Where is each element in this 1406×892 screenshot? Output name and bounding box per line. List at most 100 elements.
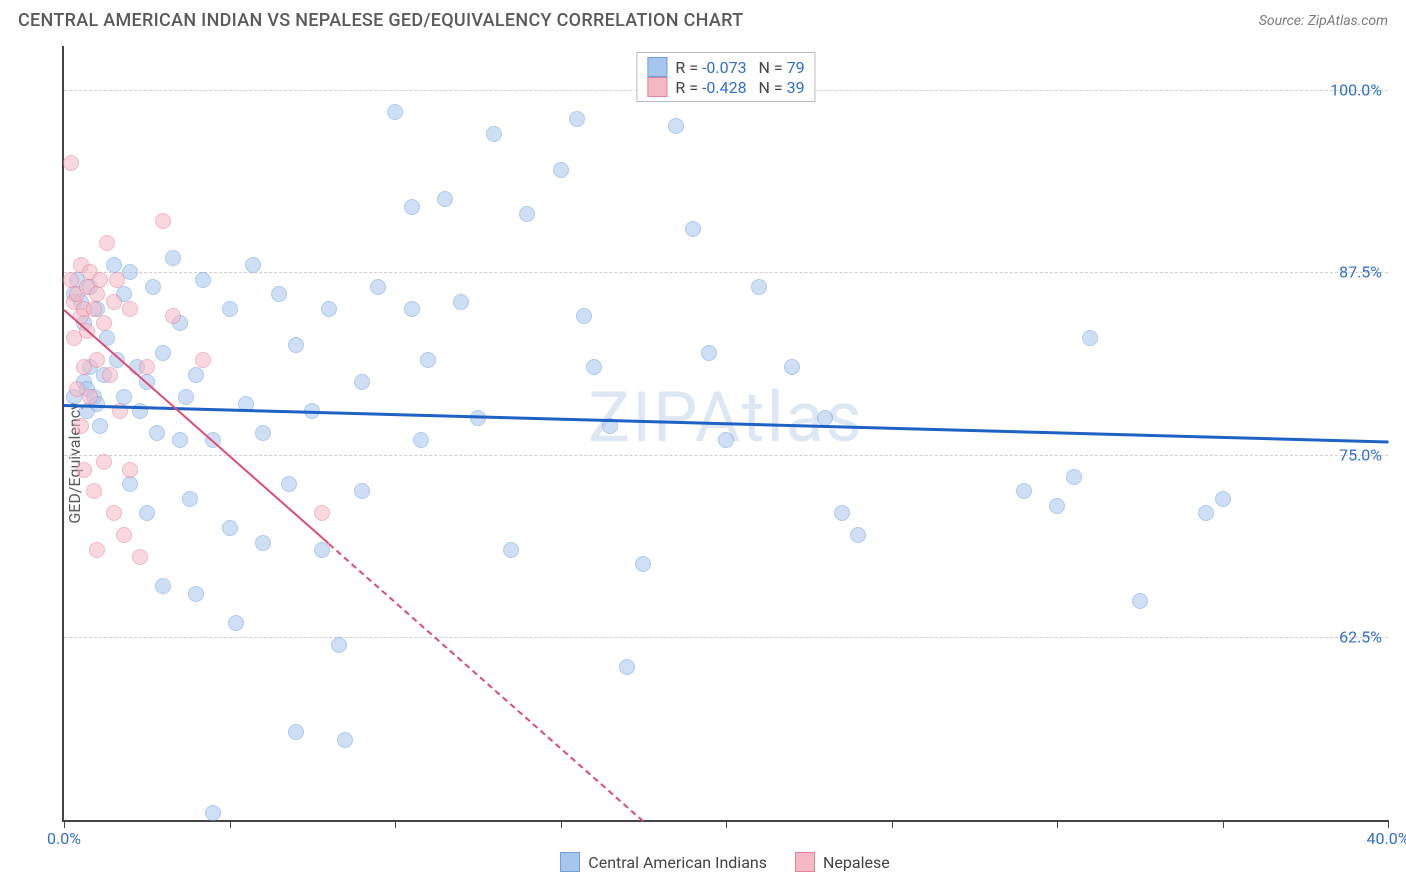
- data-point: [205, 805, 221, 821]
- chart-container: GED/Equivalency ZIPAtlas R = -0.073 N = …: [18, 46, 1388, 880]
- gridline: [64, 272, 1388, 273]
- x-tick-mark: [64, 820, 65, 828]
- data-point: [288, 337, 304, 353]
- data-point: [404, 199, 420, 215]
- data-point: [685, 221, 701, 237]
- data-point: [116, 527, 132, 543]
- data-point: [850, 527, 866, 543]
- data-point: [576, 308, 592, 324]
- data-point: [1132, 593, 1148, 609]
- legend-item: Central American Indians: [560, 852, 767, 872]
- data-point: [1082, 330, 1098, 346]
- legend-stats: R = -0.428 N = 39: [675, 78, 804, 97]
- data-point: [63, 155, 79, 171]
- legend-label: Nepalese: [823, 853, 890, 872]
- legend-label: Central American Indians: [588, 853, 767, 872]
- x-tick-mark: [1223, 820, 1224, 828]
- data-point: [404, 301, 420, 317]
- data-point: [635, 556, 651, 572]
- data-point: [370, 279, 386, 295]
- plot-area: ZIPAtlas R = -0.073 N = 79 R = -0.428 N …: [62, 46, 1388, 822]
- n-value: 39: [787, 78, 805, 97]
- data-point: [102, 367, 118, 383]
- data-point: [92, 418, 108, 434]
- data-point: [86, 483, 102, 499]
- data-point: [172, 432, 188, 448]
- data-point: [354, 483, 370, 499]
- data-point: [354, 374, 370, 390]
- x-tick-mark: [1388, 820, 1389, 828]
- data-point: [82, 389, 98, 405]
- data-point: [89, 286, 105, 302]
- data-point: [784, 359, 800, 375]
- x-tick-label: 40.0%: [1367, 829, 1406, 848]
- data-point: [1016, 483, 1032, 499]
- x-tick-mark: [726, 820, 727, 828]
- gridline: [64, 455, 1388, 456]
- x-tick-mark: [395, 820, 396, 828]
- legend-row-series2: R = -0.428 N = 39: [647, 77, 804, 97]
- x-tick-mark: [1057, 820, 1058, 828]
- y-tick-label: 62.5%: [1339, 628, 1382, 647]
- data-point: [553, 162, 569, 178]
- data-point: [122, 476, 138, 492]
- data-point: [99, 235, 115, 251]
- data-point: [413, 432, 429, 448]
- data-point: [149, 425, 165, 441]
- data-point: [96, 315, 112, 331]
- data-point: [155, 213, 171, 229]
- data-point: [73, 418, 89, 434]
- series-legend: Central American Indians Nepalese: [62, 852, 1388, 872]
- data-point: [503, 542, 519, 558]
- y-tick-label: 100.0%: [1330, 80, 1382, 99]
- data-point: [195, 352, 211, 368]
- x-tick-label: 0.0%: [47, 829, 81, 848]
- data-point: [106, 505, 122, 521]
- data-point: [420, 352, 436, 368]
- r-value: -0.428: [702, 78, 747, 97]
- data-point: [288, 724, 304, 740]
- chart-title: CENTRAL AMERICAN INDIAN VS NEPALESE GED/…: [18, 10, 743, 31]
- data-point: [569, 111, 585, 127]
- data-point: [89, 542, 105, 558]
- data-point: [834, 505, 850, 521]
- data-point: [245, 257, 261, 273]
- data-point: [195, 272, 211, 288]
- data-point: [387, 104, 403, 120]
- data-point: [453, 294, 469, 310]
- data-point: [188, 367, 204, 383]
- gridline: [64, 637, 1388, 638]
- data-point: [178, 389, 194, 405]
- data-point: [1066, 469, 1082, 485]
- data-point: [281, 476, 297, 492]
- source-label: Source: ZipAtlas.com: [1259, 13, 1388, 29]
- data-point: [222, 520, 238, 536]
- data-point: [165, 250, 181, 266]
- legend-swatch: [560, 852, 580, 872]
- data-point: [314, 505, 330, 521]
- data-point: [132, 549, 148, 565]
- data-point: [718, 432, 734, 448]
- data-point: [63, 272, 79, 288]
- data-point: [122, 462, 138, 478]
- data-point: [155, 578, 171, 594]
- data-point: [255, 535, 271, 551]
- data-point: [165, 308, 181, 324]
- data-point: [751, 279, 767, 295]
- regression-line: [328, 543, 644, 822]
- y-tick-label: 75.0%: [1339, 445, 1382, 464]
- data-point: [109, 272, 125, 288]
- r-value: -0.073: [702, 58, 747, 77]
- data-point: [96, 454, 112, 470]
- x-tick-mark: [892, 820, 893, 828]
- legend-swatch: [647, 77, 667, 97]
- data-point: [139, 359, 155, 375]
- data-point: [331, 637, 347, 653]
- data-point: [182, 491, 198, 507]
- data-point: [619, 659, 635, 675]
- data-point: [1215, 491, 1231, 507]
- data-point: [1198, 505, 1214, 521]
- legend-swatch: [647, 57, 667, 77]
- data-point: [271, 286, 287, 302]
- data-point: [76, 462, 92, 478]
